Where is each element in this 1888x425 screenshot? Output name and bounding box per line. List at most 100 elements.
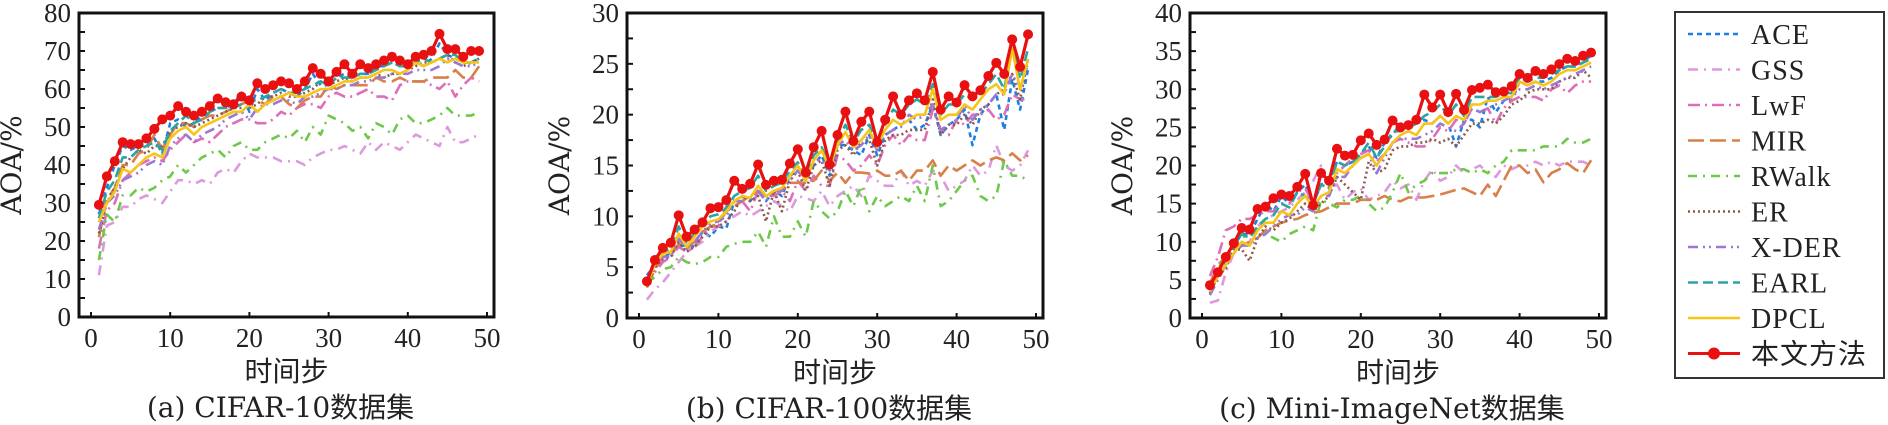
legend: ACE GSS LwF MIR RWalk ER X-DER EARL DPCL 本文方法 [1674,11,1885,379]
series-marker [1530,65,1541,76]
series-marker [315,68,326,79]
series-marker [141,133,152,144]
series-marker [1395,122,1406,133]
series-marker [745,178,756,189]
y-tick-label: 30 [1155,74,1182,104]
y-tick-label: 10 [44,264,71,294]
y-tick-label: 60 [44,74,71,104]
series-marker [903,95,914,106]
y-axis: 0 5 10 15 20 25 30 [592,0,633,333]
x-tick-label: 0 [632,324,646,354]
series-line-rwalk [646,159,1029,284]
series-line-lwf [645,93,1029,289]
series-marker [188,110,199,121]
x-tick-label: 0 [84,323,98,353]
series-marker [1498,86,1509,97]
legend-label: RWalk [1751,162,1832,193]
series-marker [1435,89,1446,100]
series-marker [729,175,740,186]
x-tick-label: 50 [474,323,501,353]
legend-item: RWalk [1688,162,1832,193]
series-marker [1538,69,1549,79]
y-tick-label: 20 [44,226,71,256]
series-marker [808,142,819,153]
series-line-dpcl [97,57,480,223]
legend-label: ER [1751,198,1789,229]
y-tick-label: 20 [1155,151,1182,181]
series-marker [999,69,1010,79]
series-marker [1554,59,1565,70]
x-tick-label: 20 [784,324,811,354]
series-line-ace [645,68,1030,277]
series-marker [379,55,390,66]
series-marker [776,174,787,185]
series-marker [1387,115,1398,126]
x-tick-label: 10 [157,323,184,353]
series-marker [1308,200,1319,211]
series-marker [149,123,160,134]
series-marker [1363,128,1374,139]
series-marker [1474,82,1485,93]
series-marker [649,255,660,266]
series-marker [657,242,668,253]
series-marker [991,57,1002,68]
series-marker [450,44,461,55]
series-marker [1355,135,1366,146]
x-tick-label: 50 [1586,324,1613,354]
series-marker [864,106,875,117]
series-marker [967,91,978,102]
y-tick-label: 10 [592,201,619,231]
series-marker [1482,79,1493,90]
series-marker [840,106,851,117]
series-line-本文方法 [97,32,480,206]
series-marker [880,114,891,125]
series-marker [1204,280,1215,291]
series-marker [331,66,342,77]
series-marker [1228,238,1239,249]
panel-caption: (b) CIFAR-100数据集 [686,392,972,425]
series-marker [1212,267,1223,278]
panel-caption: (a) CIFAR-10数据集 [147,391,414,424]
y-tick-label: 0 [606,303,620,333]
legend-label: DPCL [1751,304,1827,335]
legend-label: LwF [1751,91,1807,122]
series-marker [824,159,835,170]
series-marker [402,59,413,70]
series-marker [133,139,144,150]
series-marker [196,106,207,117]
legend-item: MIR [1688,127,1806,158]
series-line-er [645,58,1030,287]
series-line-earl [1208,57,1592,290]
series-marker [705,203,716,214]
series-marker [1443,107,1454,118]
series-line-gss [1209,160,1592,305]
series-marker [927,66,938,77]
series-marker [856,116,867,127]
series-marker [291,84,302,94]
series-marker [983,71,994,82]
legend-label: GSS [1751,56,1805,87]
series-marker [1023,29,1034,40]
series-marker [1331,143,1342,154]
series-marker [355,59,366,70]
series-marker [1411,114,1422,125]
series-marker [1546,64,1557,75]
chart-panel-cifar10: 0 10 20 30 40 50 60 70 80 0 10 20 30 40 50 时间步 AOA/% (a) … [0,0,501,424]
series-marker [410,51,421,62]
series-marker [394,55,405,66]
series-marker [93,199,104,210]
y-axis-title: AOA/% [0,115,28,215]
series-marker [1260,201,1271,212]
x-tick-label: 20 [1347,324,1374,354]
series-marker [1220,252,1231,262]
series-marker [872,137,883,148]
series-marker [919,95,930,106]
y-tick-label: 35 [1155,36,1182,66]
series-marker [697,217,708,228]
series-line-mir [645,152,1029,289]
series-line-x-der [1208,65,1592,296]
series-marker [1514,69,1525,79]
series-line-earl [645,47,1030,282]
